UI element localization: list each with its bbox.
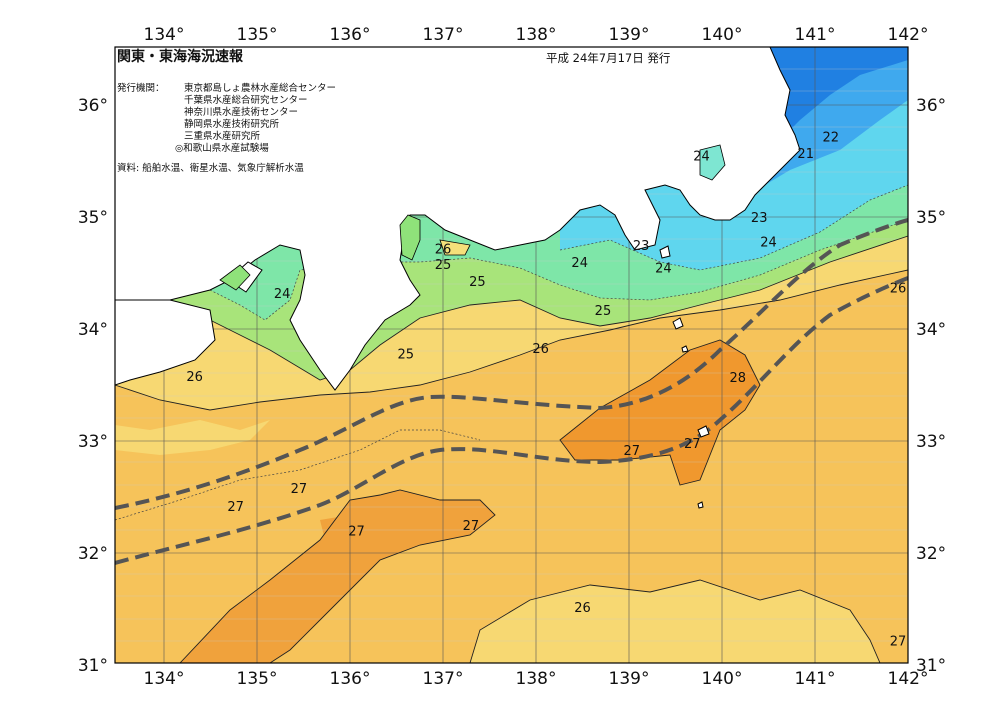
tokyo-bay bbox=[699, 144, 726, 181]
lat-tick-label: 34° bbox=[916, 320, 946, 340]
lon-tick-label: 139° bbox=[609, 669, 650, 689]
isotherm-label: 24 bbox=[571, 256, 588, 271]
lon-axis-top: 134° 135° 136° 137° 138° 139° 140° 141° 142° bbox=[144, 25, 929, 45]
lon-tick-label: 137° bbox=[423, 25, 464, 45]
land-hachijo bbox=[697, 425, 710, 438]
lon-tick-label: 134° bbox=[144, 669, 185, 689]
agency-item: 静岡県水産技術研究所 bbox=[184, 118, 280, 130]
isotherm-label: 27 bbox=[291, 482, 308, 497]
map-title: 関東・東海海況速報 bbox=[117, 48, 244, 65]
info-box-bg bbox=[116, 80, 341, 180]
isotherm-label: 25 bbox=[435, 258, 452, 273]
lon-axis-bottom: 134° 135° 136° 137° 138° 139° 140° 141° 142° bbox=[144, 669, 929, 689]
isotherm-dotted-lines bbox=[115, 184, 908, 521]
agency-label: 発行機関： bbox=[117, 82, 165, 94]
lon-tick-label: 135° bbox=[237, 669, 278, 689]
isotherm-label: 26 bbox=[186, 370, 203, 385]
sea-band-28 bbox=[560, 340, 760, 485]
isotherm-label: 27 bbox=[684, 437, 701, 452]
isotherm-label: 27 bbox=[890, 634, 907, 649]
isotherm-label: 26 bbox=[574, 601, 591, 616]
lon-tick-label: 142° bbox=[888, 669, 929, 689]
lon-tick-label: 138° bbox=[516, 25, 557, 45]
lon-tick-label: 140° bbox=[702, 669, 743, 689]
map-frame bbox=[114, 46, 909, 664]
agency-item: 東京都島しょ農林水産総合センター bbox=[184, 82, 336, 94]
isotherm-label: 27 bbox=[227, 500, 244, 515]
isotherm-label: 26 bbox=[435, 242, 452, 257]
lon-tick-label: 138° bbox=[516, 669, 557, 689]
agency-item: 神奈川県水産技術センター bbox=[184, 106, 298, 118]
sea-band-26-west bbox=[115, 420, 270, 455]
sea-band-28-south bbox=[180, 490, 495, 663]
isotherm-label: 27 bbox=[463, 519, 480, 534]
land-island-1 bbox=[672, 317, 684, 330]
agency-item: 三重県水産研究所 bbox=[184, 130, 261, 142]
lat-tick-label: 33° bbox=[78, 432, 108, 452]
isotherm-label: 23 bbox=[751, 211, 768, 226]
lat-tick-label: 35° bbox=[916, 208, 946, 228]
lat-tick-label: 34° bbox=[78, 320, 108, 340]
agency-item: ◎和歌山県水産試験場 bbox=[175, 142, 269, 154]
isotherm-label: 26 bbox=[532, 342, 549, 357]
lat-axis-left: 36° 35° 34° 33° 32° 31° bbox=[78, 96, 108, 676]
isotherm-label: 25 bbox=[469, 275, 486, 290]
sea-band-26-south bbox=[470, 580, 880, 663]
isotherm-label: 28 bbox=[730, 371, 747, 386]
isotherm-label: 24 bbox=[760, 236, 777, 251]
issue-date: 平成 24年7月17日 発行 bbox=[546, 51, 670, 65]
land-shikoku bbox=[115, 299, 216, 386]
isotherm-label: 27 bbox=[624, 444, 641, 459]
isotherm-lines bbox=[115, 235, 908, 663]
lon-tick-label: 136° bbox=[330, 669, 371, 689]
title-bg bbox=[116, 48, 276, 65]
lat-axis-right: 36° 35° 34° 33° 32° 31° bbox=[916, 96, 946, 676]
lat-tick-label: 36° bbox=[78, 96, 108, 116]
land-island-2 bbox=[681, 345, 689, 353]
isotherm-label: 24 bbox=[693, 149, 710, 164]
lat-tick-label: 35° bbox=[78, 208, 108, 228]
lat-tick-label: 31° bbox=[916, 656, 946, 676]
isotherm-label: 23 bbox=[633, 239, 650, 254]
isotherm-label: 24 bbox=[274, 287, 291, 302]
land-oshima bbox=[659, 245, 671, 259]
lon-tick-label: 141° bbox=[795, 669, 836, 689]
lon-tick-label: 137° bbox=[423, 669, 464, 689]
isotherm-label: 27 bbox=[348, 525, 365, 540]
lon-tick-label: 142° bbox=[888, 25, 929, 45]
lon-tick-label: 136° bbox=[330, 25, 371, 45]
date-bg bbox=[544, 50, 694, 65]
lon-tick-label: 140° bbox=[702, 25, 743, 45]
data-source: 資料: 船舶水温、衛星水温、気象庁解析水温 bbox=[117, 162, 304, 174]
lon-tick-label: 135° bbox=[237, 25, 278, 45]
osaka-bay bbox=[219, 264, 251, 291]
lon-tick-label: 141° bbox=[795, 25, 836, 45]
isotherm-label: 24 bbox=[655, 261, 672, 276]
lat-tick-label: 33° bbox=[916, 432, 946, 452]
lat-tick-label: 32° bbox=[916, 544, 946, 564]
lat-tick-label: 31° bbox=[78, 656, 108, 676]
lon-tick-label: 134° bbox=[144, 25, 185, 45]
sea-band-21 bbox=[770, 47, 908, 150]
agency-item: 千葉県水産総合研究センター bbox=[184, 94, 308, 106]
sea-band-28-west bbox=[320, 515, 350, 540]
ise-bay bbox=[399, 214, 421, 261]
mikawa-bay bbox=[439, 239, 471, 256]
land-island-3 bbox=[697, 501, 704, 509]
isotherm-label: 25 bbox=[595, 304, 612, 319]
kuroshio-axis bbox=[115, 218, 908, 565]
isotherm-label: 25 bbox=[398, 348, 415, 363]
lat-tick-label: 36° bbox=[916, 96, 946, 116]
isotherm-label: 21 bbox=[797, 147, 814, 162]
isotherm-label: 26 bbox=[890, 282, 907, 297]
lon-tick-label: 139° bbox=[609, 25, 650, 45]
isotherm-label: 22 bbox=[823, 130, 840, 145]
lat-tick-label: 32° bbox=[78, 544, 108, 564]
